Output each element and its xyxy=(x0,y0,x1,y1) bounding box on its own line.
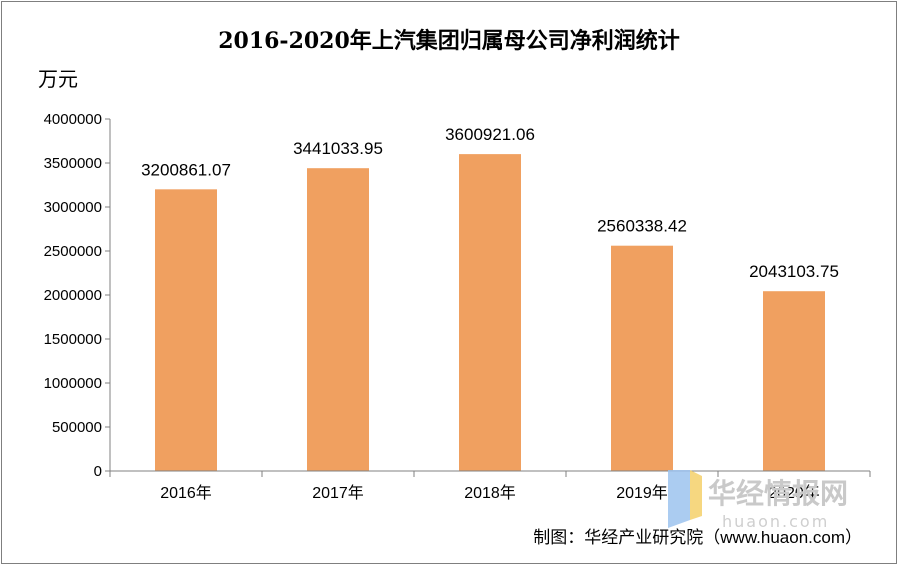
x-tick-label: 2018年 xyxy=(464,484,516,502)
data-label: 3600921.06 xyxy=(445,125,535,144)
data-label: 2560338.42 xyxy=(597,217,687,236)
x-tick-label: 2019年 xyxy=(616,484,668,502)
bar xyxy=(307,168,369,471)
y-tick-label: 3500000 xyxy=(44,155,102,172)
y-axis: 0 500000 1000000 1500000 2000000 2500000 30000… xyxy=(44,111,111,480)
x-tick-label: 2020年 xyxy=(768,484,820,502)
data-label: 2043103.75 xyxy=(749,262,839,281)
y-tick-label: 2500000 xyxy=(44,243,102,260)
bar xyxy=(155,189,217,471)
y-tick-label: 2000000 xyxy=(44,287,102,304)
data-label: 3200861.07 xyxy=(141,160,231,179)
data-label: 3441033.95 xyxy=(293,139,383,158)
y-tick-label: 1500000 xyxy=(44,331,102,348)
x-tick-label: 2017年 xyxy=(312,484,364,502)
bar xyxy=(611,245,673,471)
x-axis: 2016年 2017年 2018年 2019年 2020年 xyxy=(109,470,871,502)
bar xyxy=(763,291,825,471)
watermark-cn: 华经情报网 xyxy=(708,477,848,510)
bar xyxy=(459,154,521,471)
y-tick-label: 0 xyxy=(94,463,102,480)
watermark: 华经情报网 huaon.com xyxy=(668,470,848,531)
x-tick-label: 2016年 xyxy=(160,484,212,502)
chart-title: 2016-2020年上汽集团归属母公司净利润统计 xyxy=(218,28,680,54)
y-axis-unit: 万元 xyxy=(38,69,78,91)
watermark-en: huaon.com xyxy=(722,512,829,531)
source-note: 制图：华经产业研究院（www.huaon.com） xyxy=(533,528,862,547)
y-tick-label: 4000000 xyxy=(44,111,102,128)
data-labels: 3200861.07 3441033.95 3600921.06 2560338.42… xyxy=(141,125,839,281)
y-tick-label: 3000000 xyxy=(44,199,102,216)
y-tick-label: 1000000 xyxy=(44,375,102,392)
y-tick-label: 500000 xyxy=(52,419,102,436)
bars xyxy=(155,154,825,471)
watermark-logo-icon xyxy=(668,470,702,528)
